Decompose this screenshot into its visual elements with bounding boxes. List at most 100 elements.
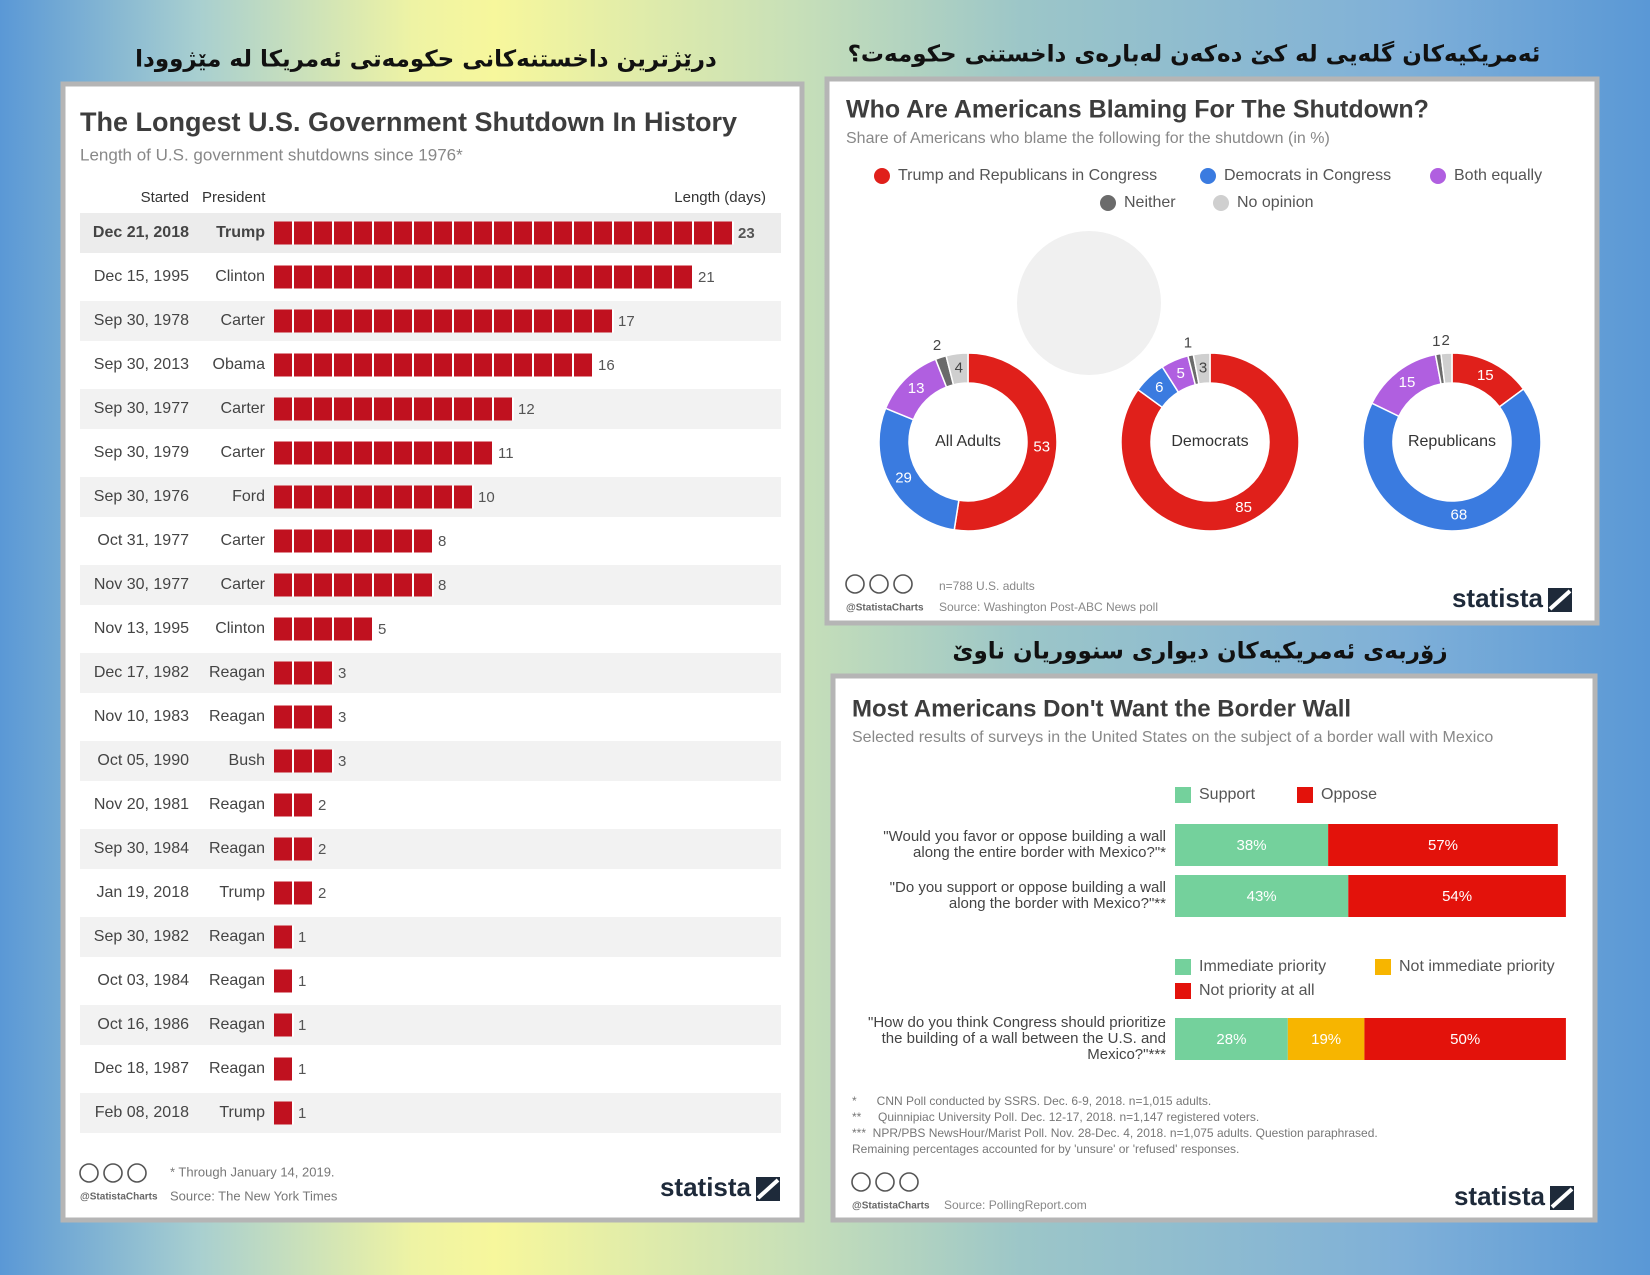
legend-label: Neither — [1124, 194, 1176, 211]
bar — [274, 265, 694, 289]
panel-heading: ئەمریکیەکان گلەیی لە کێ دەکەن لەبارەی دا… — [848, 41, 1541, 68]
row-date: Sep 30, 1982 — [94, 928, 189, 945]
legend-label: Support — [1199, 786, 1256, 803]
legend-label: Oppose — [1321, 786, 1377, 803]
row-date: Dec 21, 2018 — [93, 224, 189, 241]
value-label: 2 — [318, 885, 326, 902]
legend-swatch — [1100, 195, 1116, 211]
bar — [274, 617, 374, 641]
brand: statista — [1454, 1181, 1546, 1211]
row-date: Feb 08, 2018 — [95, 1104, 189, 1121]
brand-mark — [1550, 1187, 1574, 1209]
value-label: 1 — [1432, 333, 1440, 350]
row-president: Reagan — [209, 796, 265, 813]
row-date: Nov 13, 1995 — [94, 620, 189, 637]
note: Remaining percentages accounted for by '… — [852, 1142, 1239, 1156]
row-president: Reagan — [209, 708, 265, 725]
row-president: Clinton — [215, 620, 265, 637]
donut-slice — [1440, 352, 1453, 385]
bar-segment — [1175, 1018, 1288, 1060]
value-label: 2 — [318, 841, 326, 858]
source: Source: Washington Post-ABC News poll — [939, 600, 1158, 614]
bar — [274, 529, 434, 553]
row-date: Oct 03, 1984 — [97, 972, 189, 989]
value-label: 1 — [298, 929, 306, 946]
credit: @StatistaCharts — [80, 1192, 158, 1203]
legend-swatch — [1430, 168, 1446, 184]
panel-heading: زۆربەی ئەمریکیەکان دیواری سنووریان ناوێ — [952, 639, 1447, 665]
chart-subtitle: Share of Americans who blame the followi… — [846, 130, 1330, 147]
chart-subtitle: Selected results of surveys in the Unite… — [852, 729, 1493, 746]
column-header: Length (days) — [674, 189, 766, 206]
value-label: 15 — [1399, 374, 1416, 391]
donut-slice — [945, 352, 969, 386]
value-label: 4 — [955, 360, 963, 377]
source: Source: PollingReport.com — [944, 1198, 1087, 1212]
value-label: 13 — [908, 380, 925, 397]
bar-segment — [1287, 1018, 1365, 1060]
value-label: 1 — [298, 1105, 306, 1122]
value-label: 8 — [438, 533, 446, 550]
value-label: 15 — [1477, 367, 1494, 384]
panel — [60, 81, 805, 1223]
license-icon — [103, 1163, 123, 1183]
row-president: Carter — [221, 532, 266, 549]
row-date: Sep 30, 1984 — [94, 840, 189, 857]
row-band — [80, 829, 781, 869]
value-label: 2 — [318, 797, 326, 814]
donut-center-label: Republicans — [1408, 433, 1496, 450]
donut-slice — [953, 352, 1058, 532]
value-label: 8 — [438, 577, 446, 594]
value-label: 85 — [1235, 499, 1252, 516]
row-band — [80, 917, 781, 957]
value-label: 38% — [1237, 837, 1267, 854]
row-president: Clinton — [215, 268, 265, 285]
bar-segment — [1175, 875, 1349, 917]
value-label: 2 — [1442, 332, 1450, 349]
legend-swatch — [1175, 983, 1191, 999]
row-president: Reagan — [209, 1060, 265, 1077]
credit: @StatistaCharts — [852, 1201, 930, 1212]
source: Source: The New York Times — [170, 1188, 338, 1203]
donut-slice — [1362, 387, 1542, 532]
row-band — [80, 653, 781, 693]
portrait-placeholder — [1017, 231, 1161, 375]
row-date: Sep 30, 1977 — [94, 400, 189, 417]
question-label: "Would you favor or oppose building a wa… — [883, 828, 1166, 861]
license-icon — [869, 574, 889, 594]
value-label: 19% — [1311, 1031, 1341, 1048]
row-date: Nov 30, 1977 — [94, 576, 189, 593]
bar — [274, 441, 494, 465]
legend-swatch — [874, 168, 890, 184]
value-label: 21 — [698, 269, 715, 286]
value-label: 53 — [1033, 439, 1050, 456]
panel — [830, 673, 1598, 1223]
panel-heading: درێژترین داخستنەکانی حکومەتی ئەمریکا لە … — [135, 47, 717, 73]
value-label: 29 — [895, 469, 912, 486]
question-label: "How do you think Congress should priori… — [868, 1014, 1166, 1063]
value-label: 1 — [298, 1017, 306, 1034]
brand-mark — [756, 1178, 780, 1200]
chart-subtitle: Length of U.S. government shutdowns sinc… — [80, 145, 463, 164]
note: * CNN Poll conducted by SSRS. Dec. 6-9, … — [852, 1094, 1211, 1108]
value-label: 54% — [1442, 888, 1472, 905]
value-label: 28% — [1216, 1031, 1246, 1048]
value-label: 5 — [378, 621, 386, 638]
bar — [274, 309, 614, 333]
bar — [274, 661, 334, 685]
value-label: 57% — [1428, 837, 1458, 854]
row-date: Oct 05, 1990 — [97, 752, 189, 769]
row-president: Carter — [221, 444, 266, 461]
bar-segment — [1364, 1018, 1566, 1060]
bar — [274, 969, 294, 993]
question-label: "Do you support or oppose building a wal… — [889, 879, 1166, 912]
bar — [274, 1057, 294, 1081]
bar-segment — [1348, 875, 1566, 917]
value-label: 1 — [1184, 334, 1192, 351]
value-label: 2 — [933, 337, 941, 354]
note: n=788 U.S. adults — [939, 579, 1035, 593]
license-icon — [899, 1172, 919, 1192]
chart-title: Most Americans Don't Want the Border Wal… — [852, 695, 1351, 722]
